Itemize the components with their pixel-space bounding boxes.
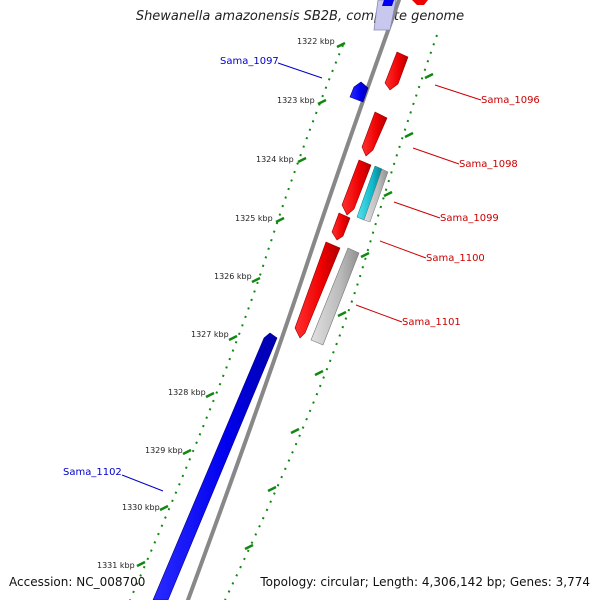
gene-feature-partial-red[interactable]: [412, 0, 428, 5]
gene-label-sama-1102[interactable]: Sama_1102: [63, 467, 122, 478]
gene-label-sama-1098[interactable]: Sama_1098: [459, 159, 518, 170]
ruler-label: 1326 kbp: [214, 272, 252, 281]
accession-value: NC_008700: [76, 575, 146, 589]
gene-label-sama-1099[interactable]: Sama_1099: [440, 213, 499, 224]
ruler-label: 1329 kbp: [145, 446, 183, 455]
gene-feature-partial-gray[interactable]: [373, 0, 397, 31]
gene-feature-sama-1101[interactable]: [294, 241, 341, 339]
gene-feature-sama-1099[interactable]: [341, 159, 372, 216]
ruler-label: 1325 kbp: [235, 214, 273, 223]
gene-labels: Sama_1097 Sama_1096 Sama_1098 Sama_1099 …: [63, 56, 540, 478]
ruler-label: 1324 kbp: [256, 155, 294, 164]
topology-info: Topology: circular; Length: 4,306,142 bp…: [260, 575, 590, 589]
accession-info: Accession: NC_008700: [9, 575, 145, 589]
gene-feature-sama-1097[interactable]: [349, 81, 369, 103]
gene-feature-partial-blue[interactable]: [382, 0, 394, 6]
ruler-labels: 1322 kbp 1323 kbp 1324 kbp 1325 kbp 1326…: [97, 37, 335, 570]
ruler-label: 1327 kbp: [191, 330, 229, 339]
ruler-label: 1323 kbp: [277, 96, 315, 105]
ruler-label: 1331 kbp: [97, 561, 135, 570]
gene-label-sama-1097[interactable]: Sama_1097: [220, 56, 279, 67]
tick-marks-right: [244, 72, 434, 551]
tick-marks-left: [136, 41, 346, 568]
gene-feature-sama-1100[interactable]: [331, 212, 351, 241]
gene-feature-sama-1098[interactable]: [361, 111, 388, 157]
pseudo-feature[interactable]: [363, 168, 389, 223]
scale-track-left: [129, 44, 344, 600]
ruler-label: 1328 kbp: [168, 388, 206, 397]
pseudo-feature[interactable]: [310, 247, 360, 346]
ruler-label: 1330 kbp: [122, 503, 160, 512]
accession-label: Accession:: [9, 575, 73, 589]
gene-feature-sama-1096[interactable]: [384, 51, 409, 91]
gene-label-sama-1096[interactable]: Sama_1096: [481, 95, 540, 106]
ruler-label: 1322 kbp: [297, 37, 335, 46]
gene-label-sama-1100[interactable]: Sama_1100: [426, 253, 485, 264]
label-leaders: [121, 62, 482, 492]
gene-feature-sama-1102[interactable]: [152, 332, 278, 600]
gene-label-sama-1101[interactable]: Sama_1101: [402, 317, 461, 328]
